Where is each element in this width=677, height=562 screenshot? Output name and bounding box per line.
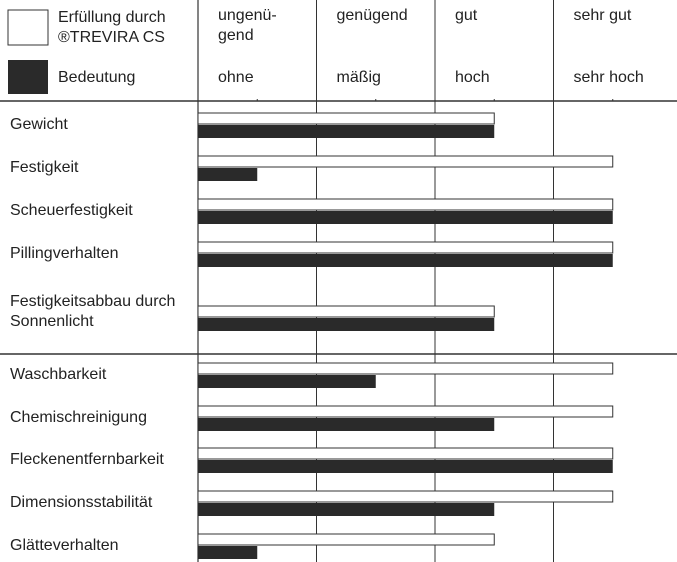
category-label: Gewicht xyxy=(10,116,68,133)
category-label: Scheuerfestigkeit xyxy=(10,202,133,219)
category-label: Festigkeitsabbau durch Sonnenlicht xyxy=(10,293,176,330)
bar xyxy=(197,362,614,375)
column-label: mäßig xyxy=(336,69,381,86)
category-label: Fleckenentfernbarkeit xyxy=(10,451,164,468)
tick-mark xyxy=(612,99,614,101)
tick-mark xyxy=(256,99,258,101)
bar xyxy=(197,305,495,318)
bar xyxy=(198,211,613,224)
column-label: ohne xyxy=(218,69,254,86)
column-label: ungenü-gend xyxy=(218,7,277,44)
bar xyxy=(197,447,614,460)
column-label: hoch xyxy=(455,69,490,86)
bar xyxy=(198,503,495,516)
bar xyxy=(198,418,495,431)
category-label: Pillingverhalten xyxy=(10,245,119,262)
bar xyxy=(198,125,495,138)
category-label: Dimensionsstabilität xyxy=(10,494,153,511)
bar xyxy=(197,490,614,503)
bar xyxy=(198,460,613,473)
bar xyxy=(197,405,614,418)
bar xyxy=(198,254,613,267)
category-label: Glätteverhalten xyxy=(10,537,119,554)
bar xyxy=(198,546,258,559)
bar xyxy=(198,375,376,388)
tick-mark xyxy=(493,99,495,101)
category-label: Chemischreinigung xyxy=(10,409,147,426)
column-label: sehr gut xyxy=(573,7,632,24)
tick-mark xyxy=(375,99,377,101)
bar xyxy=(198,168,258,181)
bar xyxy=(197,241,614,254)
bar xyxy=(197,198,614,211)
category-label: Festigkeit xyxy=(10,159,79,176)
bar xyxy=(197,112,495,125)
legend-swatch xyxy=(8,60,48,94)
bar xyxy=(197,155,614,168)
column-label: sehr hoch xyxy=(573,69,644,86)
legend-swatch xyxy=(7,9,49,46)
bar xyxy=(197,533,495,546)
column-label: genügend xyxy=(336,7,408,24)
legend-label: Bedeutung xyxy=(58,69,136,86)
column-label: gut xyxy=(455,7,478,24)
category-label: Waschbarkeit xyxy=(10,366,107,383)
bar xyxy=(198,318,495,331)
legend-label: Erfüllung durch ®TREVIRA CS xyxy=(58,9,166,46)
